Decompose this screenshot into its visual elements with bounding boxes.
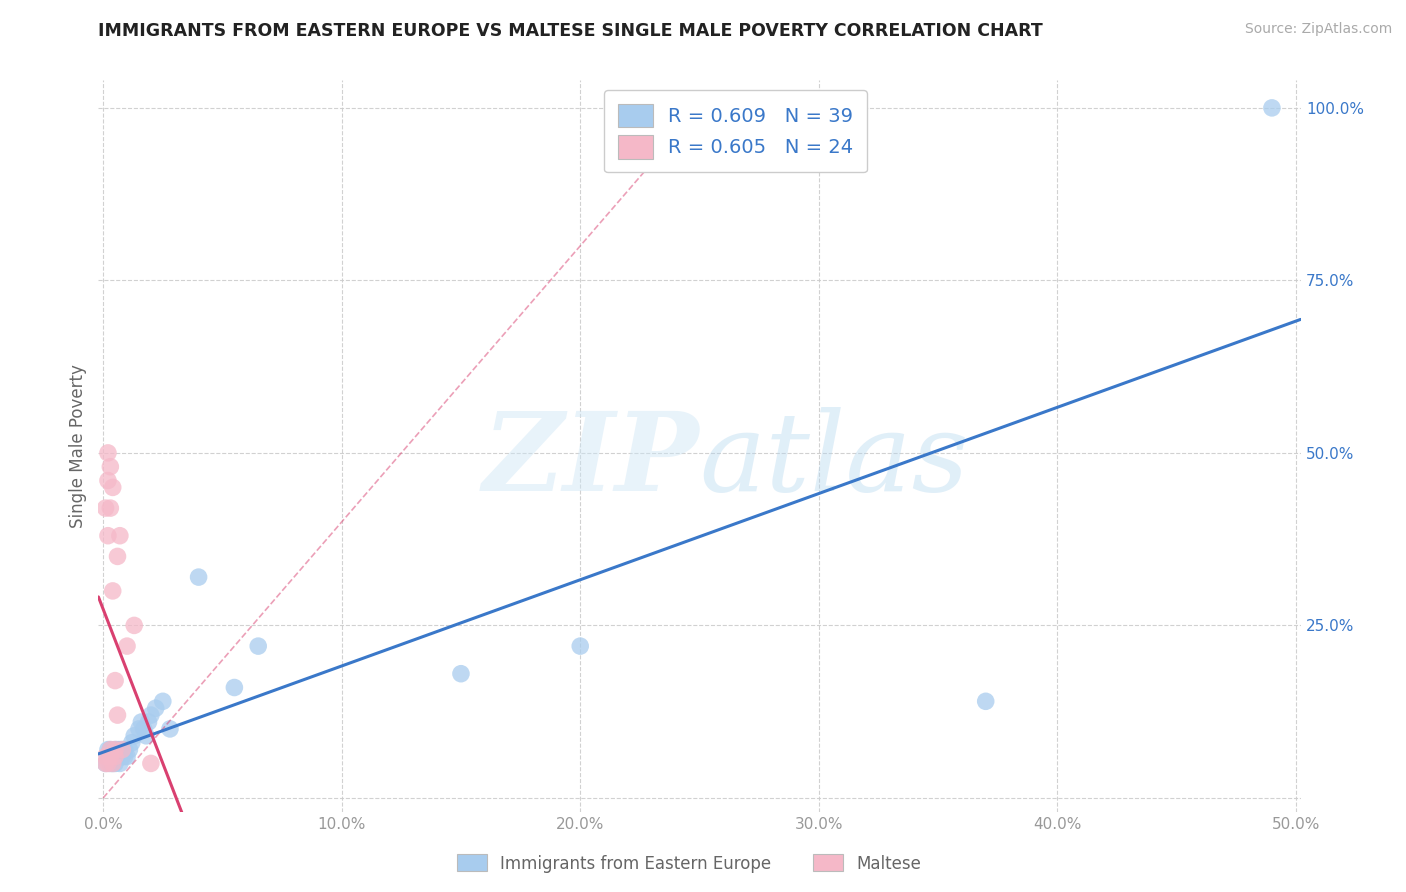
Point [94,501,117,516]
Point [101,756,124,771]
Y-axis label: Single Male Poverty: Single Male Poverty [69,364,87,528]
Point [135,729,157,743]
Point [97,749,120,764]
Point [94,749,117,764]
Point [108,529,131,543]
Point [101,583,124,598]
Point [139,708,162,723]
Point [108,756,131,771]
Text: ZIP: ZIP [482,407,700,515]
Point [111,742,134,756]
Point [98,742,121,756]
Point [187,570,209,584]
Point [104,673,127,688]
Point [101,756,124,771]
Point [111,749,134,764]
Point [118,742,141,756]
Point [138,714,160,729]
Point [94,756,117,771]
Point [122,729,145,743]
Point [450,666,472,681]
Point [98,459,121,474]
Point [98,749,121,764]
Point [97,742,120,756]
Point [107,549,129,564]
Point [107,742,129,756]
Point [104,756,127,771]
Point [115,749,138,764]
Point [104,742,127,756]
Point [114,742,136,756]
Legend: Immigrants from Eastern Europe, Maltese: Immigrants from Eastern Europe, Maltese [450,847,928,880]
Point [114,749,136,764]
Point [101,749,124,764]
Point [98,756,121,771]
Point [115,639,138,653]
Point [101,480,124,494]
Point [224,681,246,695]
Point [97,474,120,488]
Point [1261,101,1284,115]
Point [97,446,120,460]
Legend: R = 0.609   N = 39, R = 0.605   N = 24: R = 0.609 N = 39, R = 0.605 N = 24 [605,90,868,172]
Point [98,742,121,756]
Point [122,618,145,632]
Point [111,742,134,756]
Point [974,694,997,708]
Point [107,708,129,723]
Point [121,736,143,750]
Point [152,694,174,708]
Point [97,756,120,771]
Point [108,742,131,756]
Point [159,722,181,736]
Point [98,501,121,516]
Point [104,749,127,764]
Text: Source: ZipAtlas.com: Source: ZipAtlas.com [1244,22,1392,37]
Point [97,529,120,543]
Point [139,756,162,771]
Point [131,714,153,729]
Point [104,749,127,764]
Point [104,742,127,756]
Point [94,756,117,771]
Point [128,722,150,736]
Point [569,639,592,653]
Text: atlas: atlas [700,407,969,515]
Point [107,749,129,764]
Point [132,722,155,736]
Text: IMMIGRANTS FROM EASTERN EUROPE VS MALTESE SINGLE MALE POVERTY CORRELATION CHART: IMMIGRANTS FROM EASTERN EUROPE VS MALTES… [98,22,1043,40]
Point [247,639,270,653]
Point [145,701,167,715]
Point [98,749,121,764]
